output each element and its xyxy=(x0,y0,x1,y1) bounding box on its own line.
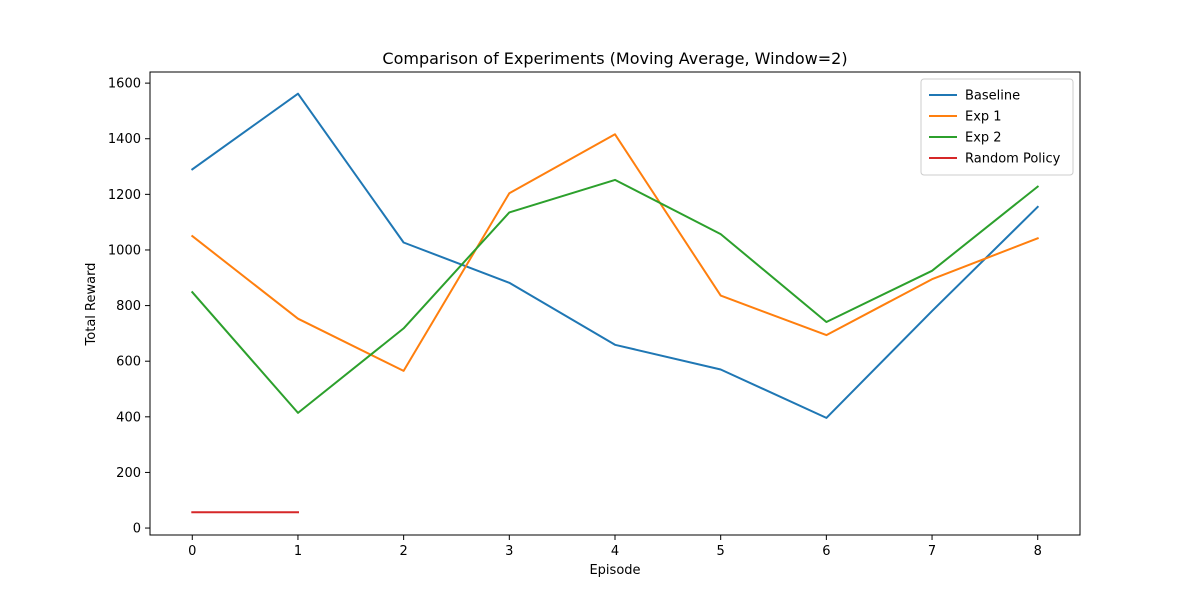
x-axis-title: Episode xyxy=(589,563,640,578)
x-tick-label: 3 xyxy=(505,544,513,559)
legend: Baseline Exp 1 Exp 2 Random Policy xyxy=(920,78,1074,176)
y-tick-label: 800 xyxy=(116,299,141,314)
y-tick-label: 600 xyxy=(116,355,141,370)
legend-label: Baseline xyxy=(965,89,1020,104)
x-tick-label: 5 xyxy=(717,544,725,559)
series-line-1 xyxy=(190,92,1040,419)
legend-label: Random Policy xyxy=(965,152,1061,167)
axes: 0 1 2 3 4 5 6 7 8 0 200 400 600 800 1000 1200 1400 1600 xyxy=(108,71,1081,559)
x-tick-label: 4 xyxy=(611,544,619,559)
x-tick-label: 1 xyxy=(294,544,302,559)
y-tick-label: 1600 xyxy=(108,77,141,92)
x-tick-label: 0 xyxy=(188,544,196,559)
y-tick-label: 1000 xyxy=(108,243,141,258)
y-tick-label: 1400 xyxy=(108,132,141,147)
legend-label: Exp 2 xyxy=(965,131,1002,146)
series-line-3 xyxy=(190,178,1040,414)
x-tick-label: 8 xyxy=(1034,544,1042,559)
y-tick-label: 0 xyxy=(133,522,141,537)
y-tick-label: 1200 xyxy=(108,188,141,203)
legend-box xyxy=(920,78,1074,176)
x-tick-label: 7 xyxy=(928,544,936,559)
x-tick-label: 2 xyxy=(399,544,407,559)
y-tick-label: 400 xyxy=(116,410,141,425)
y-tick-label: 200 xyxy=(116,466,141,481)
legend-label: Exp 1 xyxy=(965,110,1002,125)
x-tick-label: 6 xyxy=(822,544,830,559)
chart-title: Comparison of Experiments (Moving Averag… xyxy=(382,49,847,68)
y-axis-title: Total Reward xyxy=(84,263,99,347)
series-line-2 xyxy=(190,133,1039,372)
series-lines xyxy=(190,92,1040,514)
